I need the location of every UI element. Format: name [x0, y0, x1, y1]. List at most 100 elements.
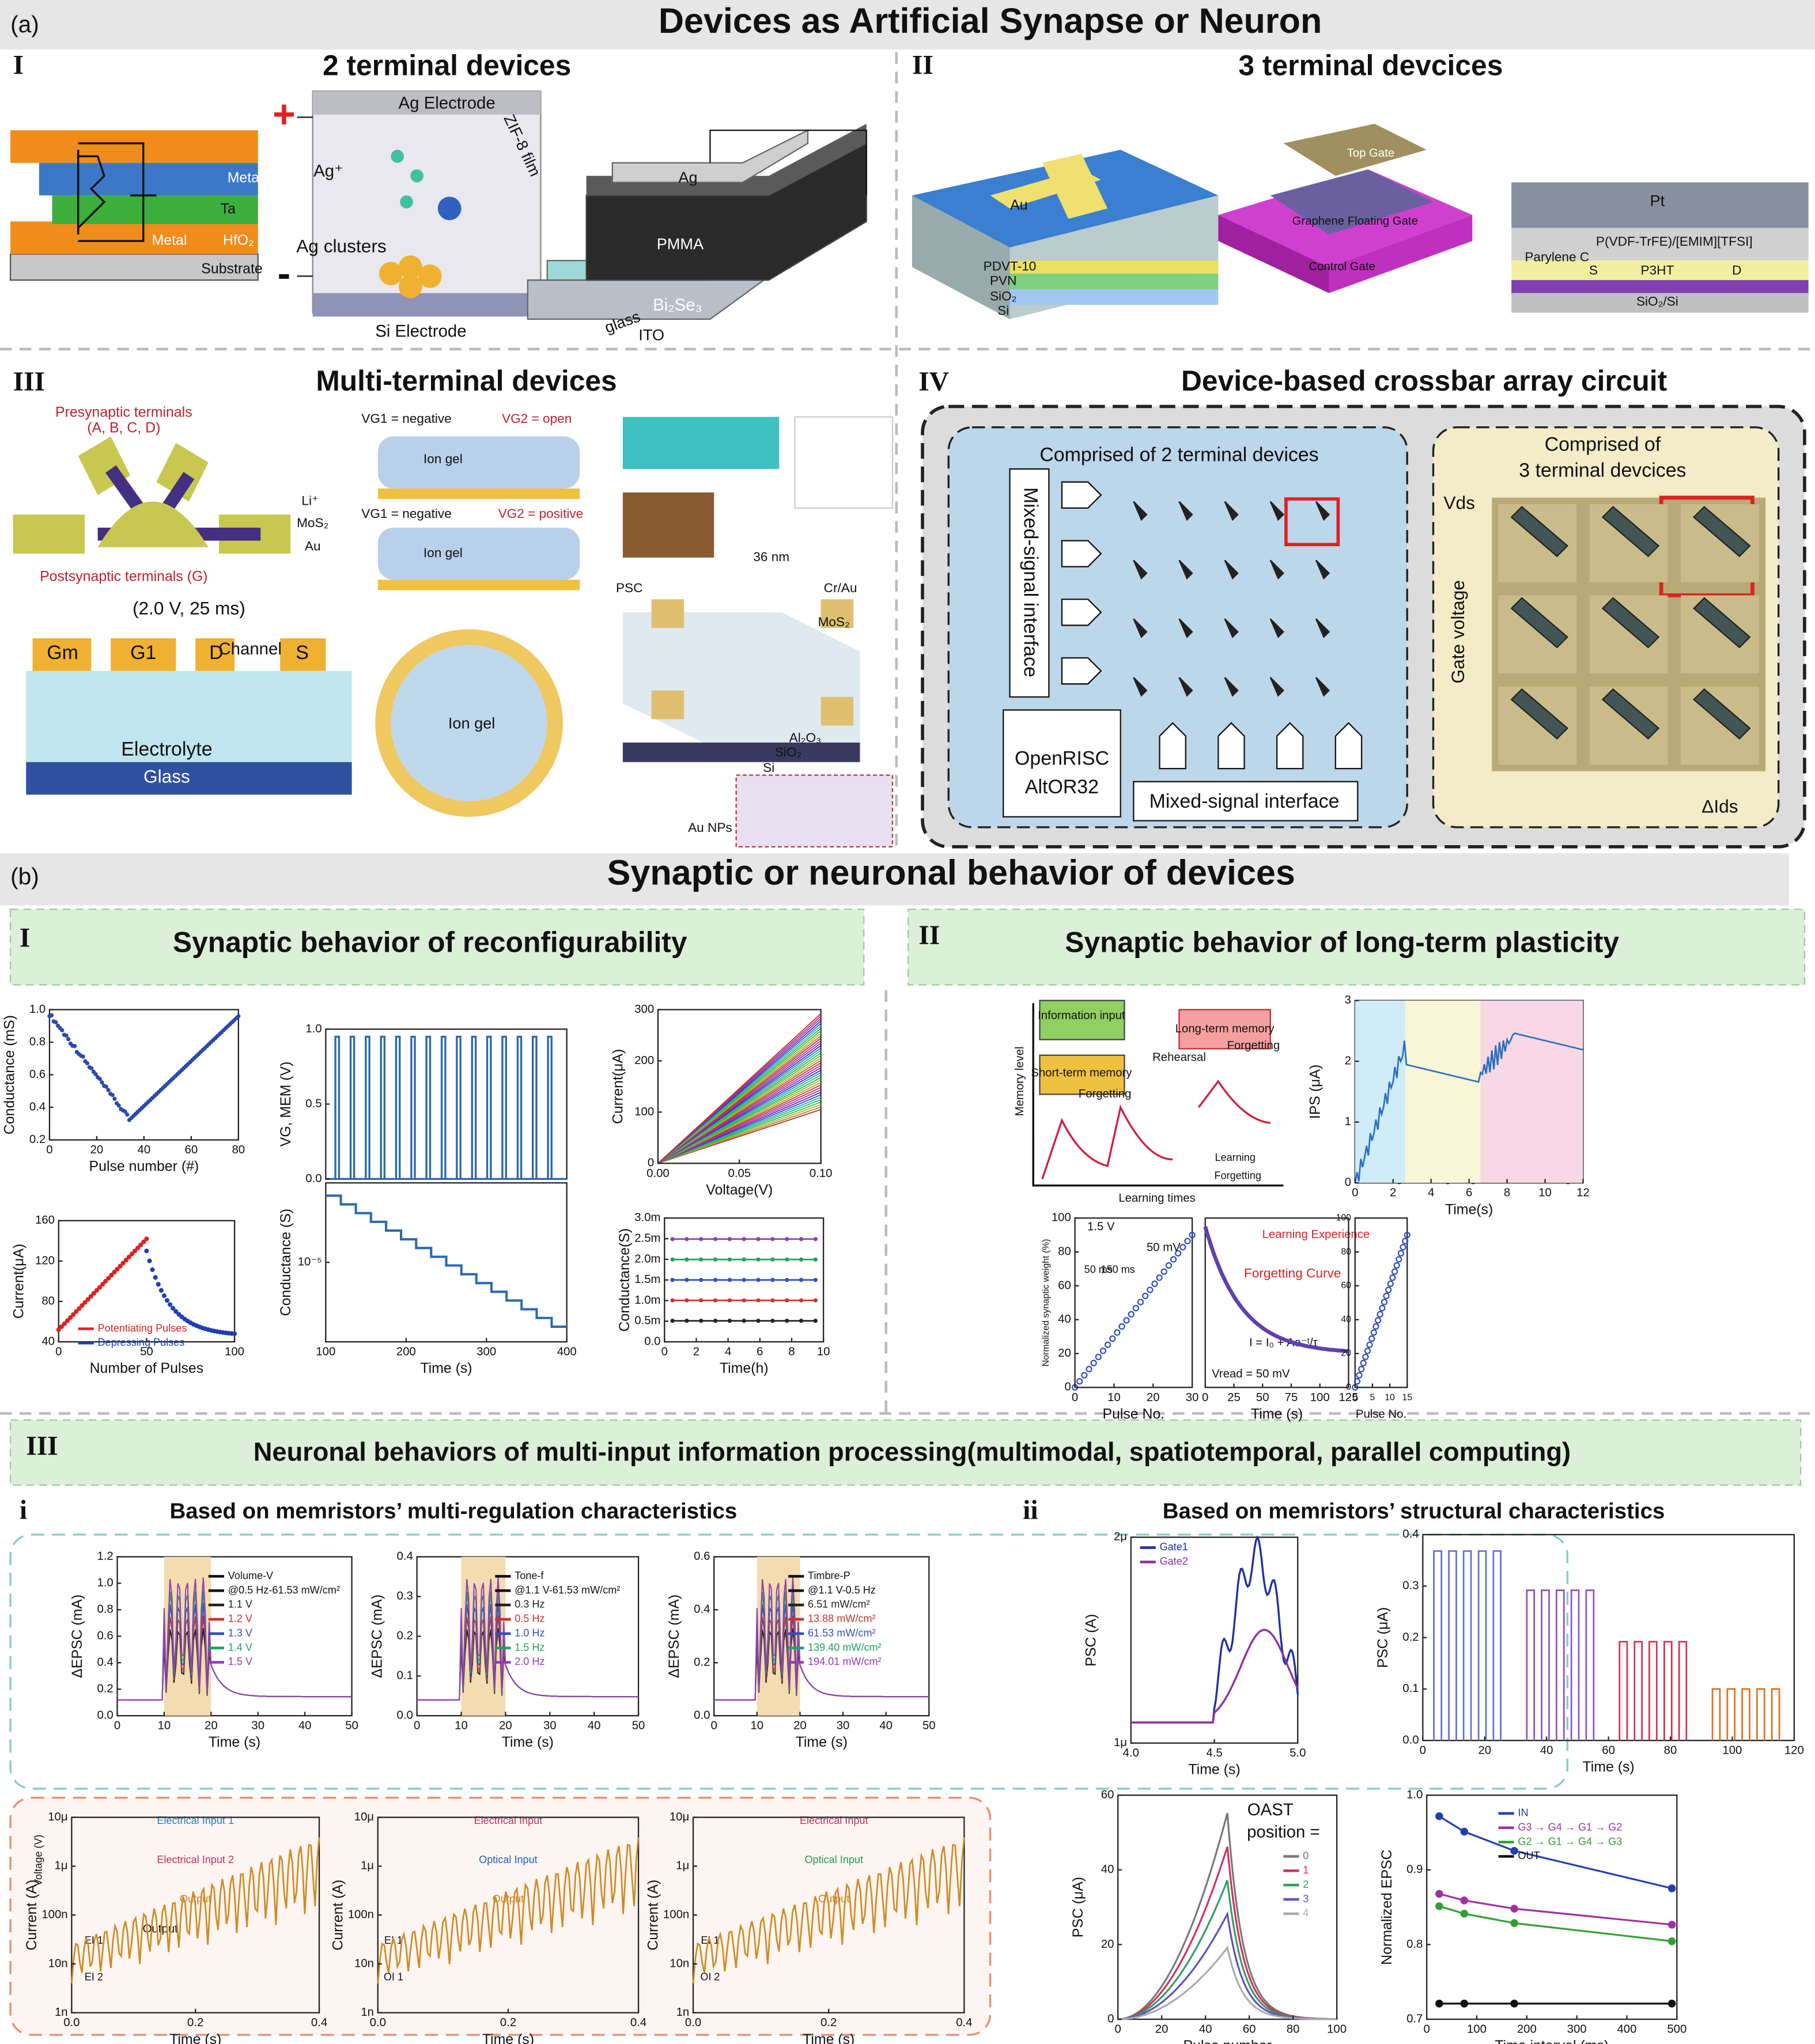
dot	[685, 1278, 689, 1282]
label: Mixed-signal interface	[1019, 487, 1041, 677]
x-tick-label: 60	[1602, 1744, 1615, 1757]
label: Learning Experience	[1262, 1228, 1370, 1241]
y-tick-label: 1.0	[1406, 1788, 1423, 1801]
dot	[1374, 1317, 1382, 1324]
label: PVN	[990, 273, 1017, 287]
x-tick-label: 0.4	[956, 2016, 972, 2029]
y-tick-label: 60	[1101, 1788, 1114, 1801]
y-tick-label: 40	[1101, 1863, 1114, 1876]
x-tick-label: 8	[788, 1346, 795, 1358]
y-tick-label: 40	[1341, 1315, 1351, 1324]
transistor	[1601, 688, 1660, 740]
dot	[135, 1246, 141, 1251]
dot	[1358, 1365, 1365, 1373]
curve	[1354, 1032, 1583, 1183]
dot	[116, 1103, 121, 1108]
dot	[742, 1278, 746, 1282]
driver	[1061, 599, 1102, 626]
dot	[699, 1237, 704, 1241]
dot	[813, 1257, 818, 1262]
x-tick-label: 400	[1617, 2023, 1636, 2035]
label: Output	[180, 1893, 211, 1905]
dot	[138, 1242, 143, 1247]
x-tick-label: 2	[1390, 1187, 1396, 1199]
x-tick-label: 10	[1538, 1187, 1552, 1199]
dot	[106, 1275, 111, 1281]
x-tick-label: 60	[185, 1144, 198, 1156]
driver	[1061, 657, 1102, 685]
x-tick-label: 20	[1147, 1391, 1160, 1404]
y-tick-label: 0.4	[29, 1100, 46, 1113]
dot	[713, 1237, 718, 1241]
y-tick-label: 80	[1341, 1247, 1351, 1256]
x-tick-label: 60	[1243, 2023, 1256, 2035]
legend-label: Gate2	[1160, 1555, 1188, 1567]
y-axis-label: Current (A)	[24, 1880, 40, 1951]
dot	[742, 1237, 746, 1241]
dot	[103, 1278, 108, 1284]
dot	[813, 1278, 818, 1282]
label: Ag clusters	[296, 236, 387, 256]
dot	[1364, 1347, 1371, 1354]
dot	[670, 1257, 675, 1262]
x-tick-label: 0.0	[685, 2016, 701, 2029]
label: Ag Electrode	[399, 94, 496, 113]
dot	[670, 1319, 675, 1323]
device-symbol	[1224, 501, 1239, 521]
legend-label: 1.5 V	[228, 1656, 252, 1667]
curve	[1756, 1688, 1765, 1741]
legend-label: Tone-f	[515, 1570, 544, 1581]
y-tick-label: 0	[1107, 2012, 1114, 2025]
dot	[1360, 1360, 1367, 1367]
panel-title: Neuronal behaviors of multi-input inform…	[254, 1437, 1571, 1467]
dot	[685, 1257, 689, 1262]
x-tick-label: 100	[225, 1346, 244, 1358]
dot	[161, 1293, 167, 1299]
group-box	[9, 1534, 1569, 1790]
x-axis-label: Pulse No.	[1102, 1406, 1164, 1422]
dot	[713, 1257, 718, 1262]
stack-diagram	[527, 123, 867, 320]
label: Comprised of	[1545, 433, 1661, 455]
region	[1355, 1000, 1405, 1183]
section-title: Devices as Artificial Synapse or Neuron	[659, 1, 1322, 40]
region	[1405, 1000, 1481, 1183]
label: PDVT-10	[984, 259, 1037, 274]
y-axis-label: VG, MEM (V)	[278, 1062, 294, 1147]
curve	[1439, 1815, 1673, 1890]
dot	[699, 1298, 704, 1303]
legend-label: @0.5 Hz-61.53 mW/cm²	[228, 1584, 340, 1596]
y-tick-label: 2.0m	[634, 1252, 660, 1265]
dot	[94, 1288, 99, 1293]
y-axis-label: Current(μA)	[10, 1244, 27, 1319]
y-tick-label: 0.4	[97, 1656, 113, 1669]
y-tick-label: 0.9	[1406, 1863, 1423, 1876]
x-tick-label: 75	[1285, 1391, 1298, 1404]
dot	[770, 1298, 775, 1303]
dot	[73, 1044, 77, 1049]
x-tick-label: 125	[1338, 1391, 1358, 1404]
y-axis-label: Conductance (mS)	[2, 1015, 18, 1134]
transistor	[1601, 597, 1660, 649]
dot	[1435, 1902, 1443, 1910]
y-tick-label: 100	[1052, 1212, 1071, 1224]
device-symbol	[1315, 677, 1330, 697]
label: SiO₂	[775, 745, 801, 759]
curve	[1526, 1589, 1536, 1741]
y-tick-label: 0.0	[397, 1709, 413, 1722]
label: Glass	[143, 766, 190, 786]
label: Ag⁺	[313, 161, 343, 180]
label: (A, B, C, D)	[87, 420, 160, 436]
curve	[1130, 1535, 1299, 1724]
plot-frame	[1204, 1217, 1349, 1388]
dot	[109, 1273, 114, 1278]
y-tick-label: 3.0m	[634, 1212, 660, 1224]
plot-frame	[1074, 1217, 1193, 1388]
dot	[685, 1298, 689, 1303]
transistor	[1510, 597, 1569, 649]
dot	[88, 1294, 93, 1299]
device-symbol	[1315, 618, 1330, 638]
curve	[1585, 1589, 1595, 1741]
label: Ion gel	[423, 546, 463, 560]
